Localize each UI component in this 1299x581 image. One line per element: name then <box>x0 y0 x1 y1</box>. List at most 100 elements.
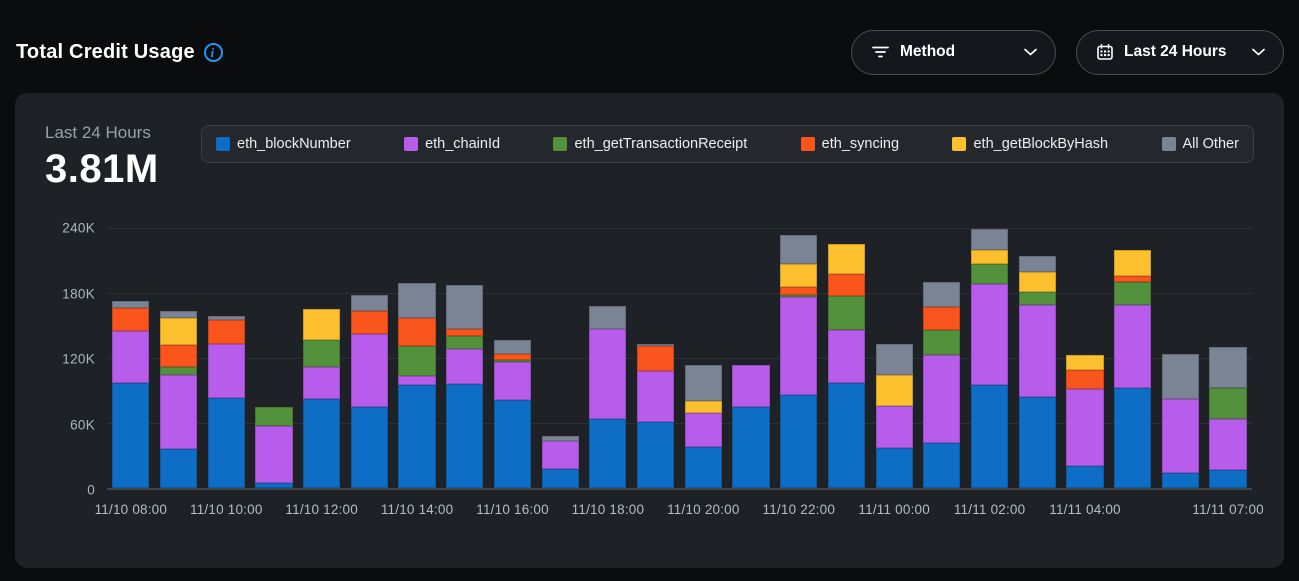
bar-segment-eth-blockNumber[interactable] <box>303 399 341 488</box>
bar-segment-eth-syncing[interactable] <box>827 273 865 297</box>
bar-11-10-16-00[interactable] <box>493 228 532 488</box>
bar-11-11-01-00[interactable] <box>923 228 961 488</box>
bar-segment-eth-getBlockByHash[interactable] <box>1114 249 1152 276</box>
bar-segment-eth-getBlockByHash[interactable] <box>159 317 198 346</box>
bar-segment-eth-getTransactionReceipt[interactable] <box>493 360 532 363</box>
bar-segment-eth-blockNumber[interactable] <box>1161 472 1199 488</box>
bar-segment-eth-getBlockByHash[interactable] <box>780 263 818 287</box>
bar-11-10-14-00[interactable] <box>398 228 436 488</box>
bar-11-10-22-00[interactable] <box>780 228 818 488</box>
bar-11-11-04-00[interactable] <box>1066 228 1104 488</box>
bar-segment-eth-blockNumber[interactable] <box>1018 397 1056 488</box>
bar-segment-eth-blockNumber[interactable] <box>589 418 627 488</box>
bar-segment-eth-blockNumber[interactable] <box>255 482 293 488</box>
bar-segment-eth-getTransactionReceipt[interactable] <box>1209 388 1247 419</box>
bar-segment-eth-syncing[interactable] <box>446 328 484 337</box>
bar-segment-eth-getTransactionReceipt[interactable] <box>827 296 865 330</box>
info-icon[interactable]: i <box>203 42 223 62</box>
bar-segment-eth-syncing[interactable] <box>398 317 436 347</box>
bar-segment-eth-chainId[interactable] <box>1066 389 1104 467</box>
bar-segment-eth-syncing[interactable] <box>636 346 675 372</box>
bar-segment-eth-chainId[interactable] <box>923 354 961 443</box>
bar-11-10-10-00[interactable] <box>207 228 245 488</box>
bar-segment-All Other[interactable] <box>636 343 675 347</box>
bar-segment-All Other[interactable] <box>1018 256 1056 273</box>
legend-item-eth-getTransactionReceipt[interactable]: eth_getTransactionReceipt <box>553 136 747 152</box>
bar-segment-eth-chainId[interactable] <box>493 362 532 401</box>
bar-segment-eth-syncing[interactable] <box>1066 369 1104 390</box>
bar-segment-eth-getTransactionReceipt[interactable] <box>923 329 961 355</box>
bar-segment-All Other[interactable] <box>923 282 961 308</box>
bar-segment-eth-syncing[interactable] <box>112 308 150 331</box>
bar-segment-eth-getBlockByHash[interactable] <box>1066 354 1104 370</box>
bar-segment-All Other[interactable] <box>970 229 1009 250</box>
bar-segment-eth-chainId[interactable] <box>207 343 245 399</box>
bar-segment-eth-chainId[interactable] <box>684 413 722 447</box>
bar-segment-eth-chainId[interactable] <box>732 364 770 407</box>
bar-segment-eth-blockNumber[interactable] <box>732 406 770 488</box>
bar-segment-eth-blockNumber[interactable] <box>446 384 484 488</box>
bar-segment-eth-chainId[interactable] <box>1209 418 1247 470</box>
bar-segment-eth-chainId[interactable] <box>970 284 1009 386</box>
bar-segment-eth-chainId[interactable] <box>112 330 150 383</box>
legend-item-eth-syncing[interactable]: eth_syncing <box>800 136 899 152</box>
bar-11-10-17-00[interactable] <box>541 228 579 488</box>
bar-segment-eth-syncing[interactable] <box>1114 275 1152 283</box>
bar-segment-eth-getTransactionReceipt[interactable] <box>398 346 436 377</box>
bar-11-10-08-00[interactable] <box>112 228 150 488</box>
bar-segment-eth-blockNumber[interactable] <box>1066 466 1104 488</box>
bar-11-11-06-00[interactable] <box>1161 228 1199 488</box>
bar-segment-eth-chainId[interactable] <box>1018 304 1056 397</box>
bar-segment-eth-getTransactionReceipt[interactable] <box>159 366 198 376</box>
bar-segment-eth-syncing[interactable] <box>207 320 245 344</box>
bar-segment-All Other[interactable] <box>780 234 818 264</box>
bar-segment-eth-getBlockByHash[interactable] <box>970 249 1009 264</box>
bar-segment-eth-chainId[interactable] <box>1161 399 1199 473</box>
legend-item-eth-getBlockByHash[interactable]: eth_getBlockByHash <box>952 136 1108 152</box>
bar-segment-All Other[interactable] <box>112 300 150 309</box>
bar-segment-eth-blockNumber[interactable] <box>684 446 722 488</box>
bar-segment-eth-chainId[interactable] <box>541 441 579 469</box>
bar-segment-All Other[interactable] <box>875 343 913 376</box>
bar-segment-eth-chainId[interactable] <box>446 349 484 384</box>
bar-segment-eth-syncing[interactable] <box>159 345 198 367</box>
bar-segment-eth-getTransactionReceipt[interactable] <box>1114 282 1152 305</box>
legend-item-eth-blockNumber[interactable]: eth_blockNumber <box>216 136 351 152</box>
bar-11-10-11-00[interactable] <box>255 228 293 488</box>
bar-segment-All Other[interactable] <box>1161 353 1199 400</box>
bar-11-11-02-00[interactable] <box>970 228 1009 488</box>
bar-segment-eth-blockNumber[interactable] <box>1209 469 1247 488</box>
bar-segment-eth-chainId[interactable] <box>350 334 388 407</box>
bar-segment-eth-getTransactionReceipt[interactable] <box>970 263 1009 285</box>
bar-segment-eth-getTransactionReceipt[interactable] <box>255 406 293 427</box>
bar-11-11-00-00[interactable] <box>875 228 913 488</box>
bar-11-10-19-00[interactable] <box>636 228 675 488</box>
bar-segment-All Other[interactable] <box>493 339 532 354</box>
bar-segment-All Other[interactable] <box>159 311 198 318</box>
bar-segment-eth-getBlockByHash[interactable] <box>827 244 865 274</box>
bar-segment-eth-chainId[interactable] <box>589 328 627 419</box>
bar-segment-eth-getBlockByHash[interactable] <box>303 309 341 340</box>
bar-segment-eth-syncing[interactable] <box>780 286 818 296</box>
bar-segment-eth-blockNumber[interactable] <box>1114 388 1152 488</box>
bar-segment-eth-syncing[interactable] <box>350 311 388 335</box>
bar-segment-eth-blockNumber[interactable] <box>970 385 1009 488</box>
bar-11-11-07-00[interactable] <box>1209 228 1247 488</box>
bar-11-10-21-00[interactable] <box>732 228 770 488</box>
legend-item-eth-chainId[interactable]: eth_chainId <box>404 136 500 152</box>
bar-segment-All Other[interactable] <box>541 436 579 442</box>
method-filter-dropdown[interactable]: Method <box>851 29 1056 75</box>
bar-segment-eth-blockNumber[interactable] <box>159 449 198 488</box>
bar-segment-eth-blockNumber[interactable] <box>923 442 961 488</box>
bar-11-10-20-00[interactable] <box>684 228 722 488</box>
bar-segment-eth-blockNumber[interactable] <box>493 400 532 488</box>
bar-11-10-13-00[interactable] <box>350 228 388 488</box>
time-range-dropdown[interactable]: Last 24 Hours <box>1076 29 1284 75</box>
bar-segment-All Other[interactable] <box>446 285 484 329</box>
bar-segment-eth-blockNumber[interactable] <box>780 394 818 488</box>
bar-segment-All Other[interactable] <box>684 364 722 402</box>
legend-item-All Other[interactable]: All Other <box>1161 136 1239 152</box>
bar-11-10-12-00[interactable] <box>303 228 341 488</box>
bar-11-10-18-00[interactable] <box>589 228 627 488</box>
bar-segment-All Other[interactable] <box>589 306 627 329</box>
